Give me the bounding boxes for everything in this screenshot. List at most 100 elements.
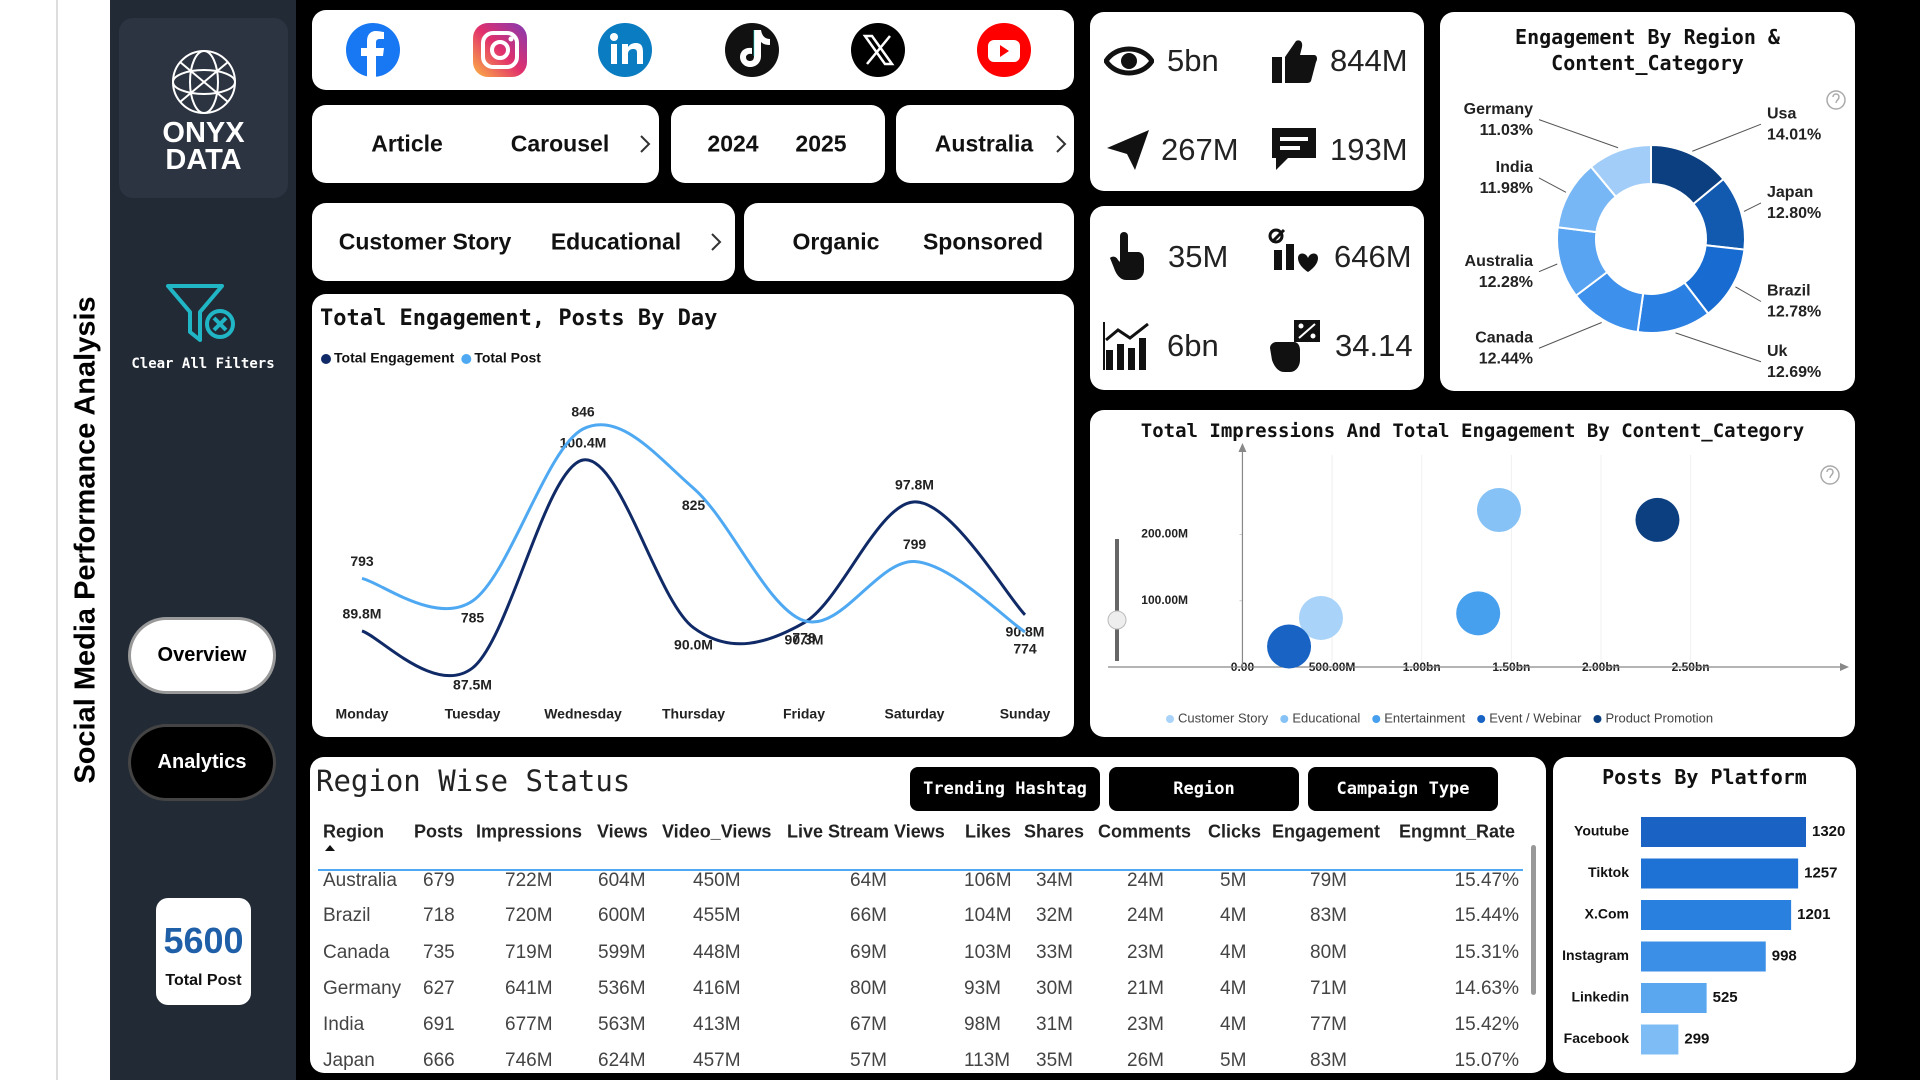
- table-cell: 15.42%: [1454, 1014, 1519, 1035]
- column-header: Posts: [414, 821, 464, 842]
- column-header: Region: [323, 821, 384, 842]
- table-cell: 691: [423, 1014, 455, 1035]
- y-tick-label: Instagram: [1562, 947, 1629, 963]
- table-cell: 77M: [1310, 1014, 1347, 1035]
- line-series: [361, 423, 1026, 634]
- legend-marker: [1280, 715, 1289, 723]
- x-tick-label: Tuesday: [445, 706, 501, 722]
- table-cell: 33M: [1036, 942, 1073, 963]
- leader-line: [1538, 119, 1619, 149]
- total-post-label: Total Post: [165, 972, 242, 989]
- data-label: 998: [1772, 947, 1797, 964]
- donut-chart-panel: Engagement By Region & Content_Category …: [1440, 12, 1855, 391]
- slicer-item[interactable]: Article: [371, 130, 443, 157]
- slicer-item[interactable]: Australia: [934, 130, 1034, 157]
- table-cell: 31M: [1036, 1014, 1073, 1035]
- table-cell: 4M: [1220, 942, 1247, 963]
- data-label: 90.3M: [785, 632, 824, 648]
- y-tick-label: Youtube: [1574, 823, 1629, 839]
- facebook-icon[interactable]: [346, 23, 400, 77]
- y-axis-arrow: [1238, 443, 1247, 452]
- chart-title: Posts By Platform: [1602, 765, 1807, 789]
- tiktok-icon[interactable]: [725, 23, 779, 77]
- impressions-icon: [1103, 322, 1149, 370]
- table-cell: 21M: [1127, 978, 1164, 999]
- line-series: [361, 458, 1027, 677]
- slicer-item[interactable]: 2024: [707, 130, 759, 157]
- nav-button[interactable]: Analytics: [131, 727, 273, 798]
- tab-button[interactable]: Campaign Type: [1308, 767, 1498, 811]
- table-cell: 15.47%: [1454, 870, 1519, 891]
- table-cell: 15.07%: [1454, 1050, 1519, 1071]
- help-icon[interactable]: [1820, 465, 1840, 485]
- clear-filter-icon[interactable]: [164, 282, 240, 348]
- nav-button[interactable]: Overview: [131, 620, 273, 691]
- legend-marker: [461, 354, 472, 364]
- x-icon[interactable]: [851, 23, 905, 77]
- slicer-item[interactable]: 2025: [795, 130, 847, 157]
- tab-button[interactable]: Trending Hashtag: [910, 767, 1100, 811]
- logo-box: ONYX DATA: [119, 18, 288, 198]
- kpi-value: 35M: [1168, 239, 1229, 274]
- slicer-item[interactable]: Organic: [792, 228, 880, 255]
- x-tick-label: Wednesday: [544, 706, 622, 722]
- chevron[interactable]: [709, 232, 723, 252]
- table-cell: 722M: [505, 870, 553, 891]
- table-cell: 679: [423, 870, 455, 891]
- y-tick-label: 100.00M: [1141, 593, 1188, 607]
- page-title: Social Media Performance Analysis: [69, 296, 102, 784]
- views-icon: [1104, 46, 1154, 76]
- table-cell: 32M: [1036, 905, 1073, 926]
- table-cell: 57M: [850, 1050, 887, 1071]
- help-icon[interactable]: [1826, 90, 1846, 110]
- table-cell: 80M: [1310, 942, 1347, 963]
- slicer-content-type: Article Carousel: [312, 105, 659, 183]
- legend-marker: [1593, 715, 1602, 723]
- region-table-panel: Region Wise Status Trending Hashtag Regi…: [310, 757, 1546, 1073]
- donut-chart: Usa 14.01% Japan 12.80% Brazil 12.78% Uk 12.69%…: [1464, 90, 1846, 381]
- table-cell: 66M: [850, 905, 887, 926]
- table-cell: 624M: [598, 1050, 646, 1071]
- kpi-box: 5bn 844M 267M 193M: [1090, 12, 1424, 191]
- slicer-region: Australia: [896, 105, 1074, 183]
- x-tick-label: Saturday: [885, 706, 945, 722]
- chevron[interactable]: [1054, 134, 1068, 154]
- table-cell: 80M: [850, 978, 887, 999]
- table-cell: 718: [423, 905, 455, 926]
- tab-button[interactable]: Region: [1109, 767, 1299, 811]
- slicer-item[interactable]: Carousel: [510, 130, 610, 157]
- slicer-item[interactable]: Educational: [550, 228, 682, 255]
- table-cell: 23M: [1127, 1014, 1164, 1035]
- data-label: 1257: [1804, 864, 1837, 881]
- clear-filters-label[interactable]: Clear All Filters: [131, 356, 275, 372]
- slicer-year: 2024 2025: [671, 105, 885, 183]
- scrollbar[interactable]: [1531, 845, 1536, 995]
- youtube-icon[interactable]: [977, 23, 1031, 77]
- rate-icon: [1270, 320, 1320, 372]
- table-cell: 604M: [598, 870, 646, 891]
- legend-label: Event / Webinar: [1489, 710, 1582, 725]
- bar: [1641, 858, 1799, 889]
- table-cell: 599M: [598, 942, 646, 963]
- zoom-slider[interactable]: [1107, 539, 1127, 661]
- sort-arrow[interactable]: [324, 844, 336, 852]
- data-label: 785: [461, 610, 485, 626]
- title-strip: Social Media Performance Analysis: [0, 0, 110, 1080]
- table-cell: 4M: [1220, 978, 1247, 999]
- table-cell: 14.63%: [1454, 978, 1519, 999]
- bar: [1641, 817, 1806, 847]
- slicer-item[interactable]: Customer Story: [338, 228, 512, 255]
- table-cell: 83M: [1310, 905, 1347, 926]
- chevron[interactable]: [638, 134, 652, 154]
- linkedin-icon[interactable]: [598, 23, 652, 77]
- table-cell: 104M: [964, 905, 1012, 926]
- instagram-icon[interactable]: [473, 23, 527, 77]
- legend-label: Entertainment: [1384, 710, 1465, 725]
- column-header: Shares: [1024, 821, 1085, 842]
- likes-icon: [1272, 40, 1318, 83]
- data-label: 1201: [1797, 906, 1830, 923]
- slicer-item[interactable]: Sponsored: [922, 228, 1044, 255]
- table-cell: Canada: [323, 942, 390, 963]
- table-cell: 67M: [850, 1014, 887, 1035]
